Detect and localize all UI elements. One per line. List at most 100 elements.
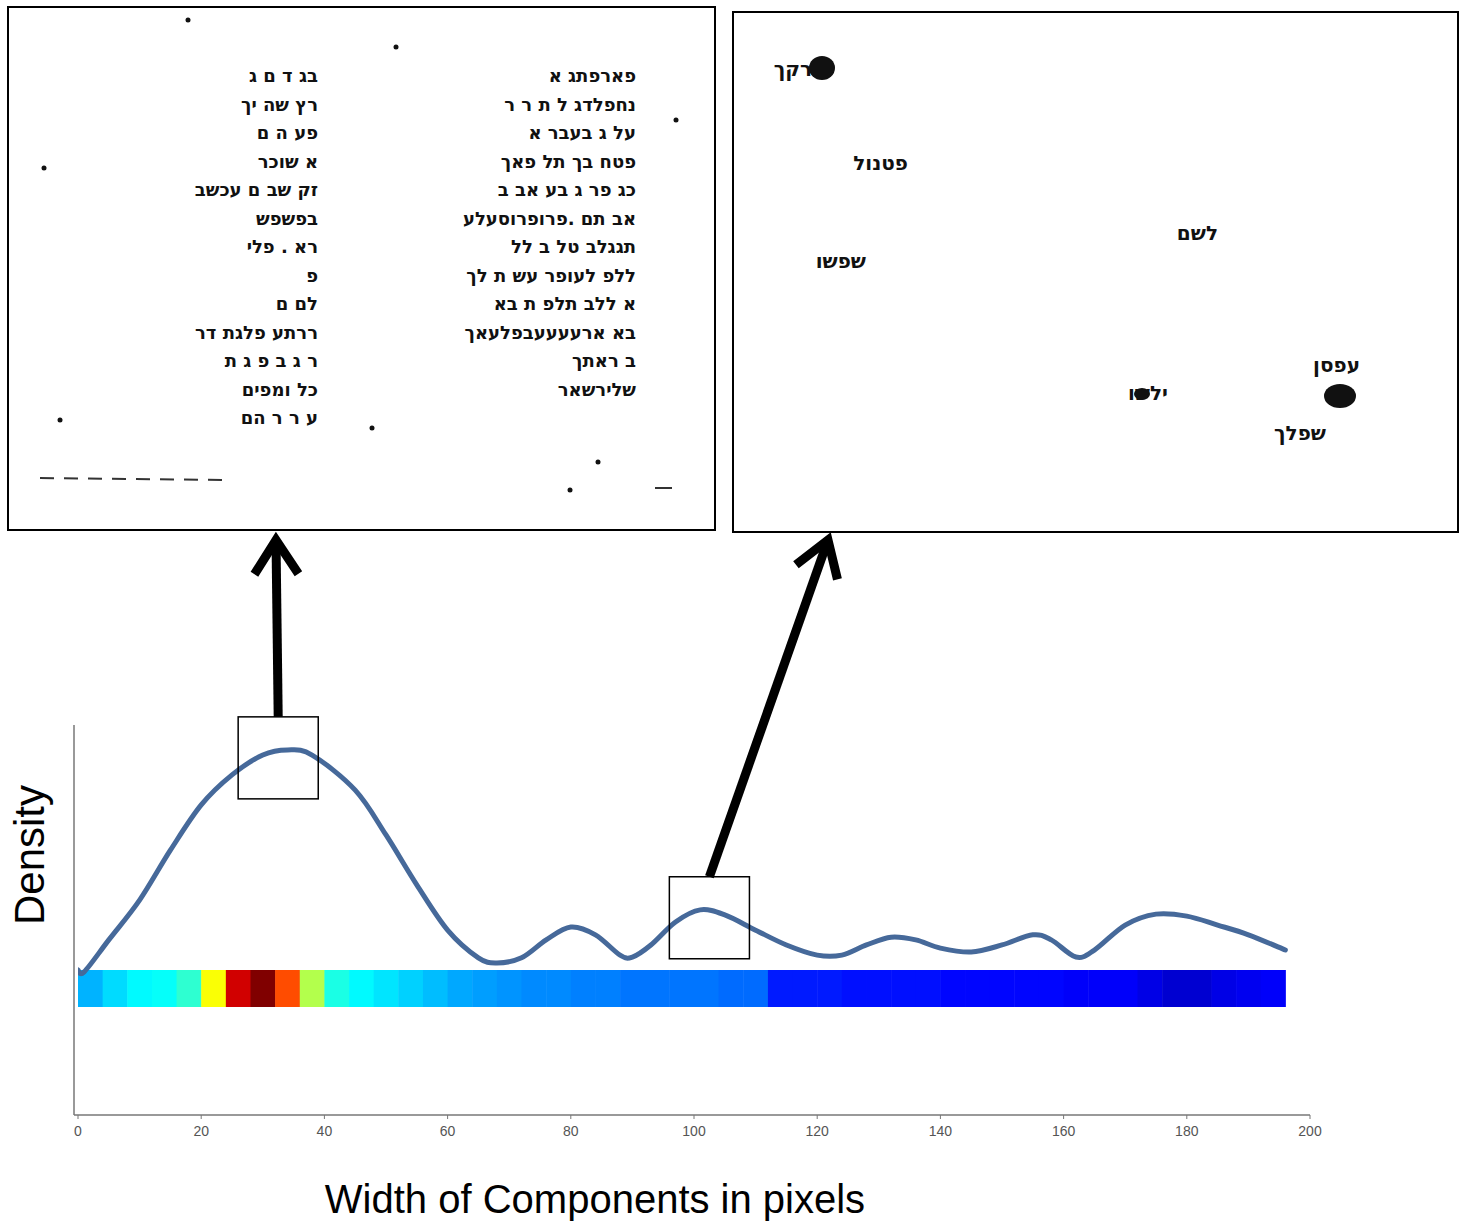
strip-cell bbox=[891, 970, 916, 1007]
strip-cell bbox=[152, 970, 177, 1007]
inset-text: פע ה ם bbox=[257, 122, 318, 143]
strip-cell bbox=[546, 970, 571, 1007]
strip-cell bbox=[743, 970, 768, 1007]
strip-cell bbox=[1113, 970, 1138, 1007]
speck bbox=[370, 426, 375, 431]
strip-cell bbox=[448, 970, 473, 1007]
x-tick-label: 180 bbox=[1175, 1123, 1199, 1139]
inset-text: לם ם bbox=[276, 293, 318, 314]
x-tick-label: 20 bbox=[193, 1123, 209, 1139]
strip-cell bbox=[1088, 970, 1113, 1007]
x-tick bbox=[1186, 1115, 1187, 1119]
x-tick bbox=[1063, 1115, 1064, 1119]
speck-line bbox=[655, 487, 672, 489]
inset-word: פטנול bbox=[853, 151, 908, 175]
x-tick bbox=[447, 1115, 448, 1119]
inset-text: פ bbox=[306, 265, 318, 286]
ink-blob bbox=[809, 56, 835, 80]
speck bbox=[394, 45, 399, 50]
x-tick-label: 0 bbox=[74, 1123, 82, 1139]
inset-text: ר ג ב פ ג ת bbox=[225, 350, 318, 371]
x-axis-title: Width of Components in pixels bbox=[325, 1177, 865, 1221]
x-tick-label: 100 bbox=[682, 1123, 706, 1139]
inset-text: רא . פלי bbox=[247, 236, 318, 257]
inset-panel bbox=[8, 7, 715, 530]
strip-cell bbox=[866, 970, 891, 1007]
strip-cell bbox=[916, 970, 941, 1007]
strip-cell bbox=[398, 970, 423, 1007]
strip-cell bbox=[497, 970, 522, 1007]
x-tick-label: 200 bbox=[1298, 1123, 1322, 1139]
strip-cell bbox=[1039, 970, 1064, 1007]
strip-cell bbox=[1261, 970, 1286, 1007]
plot-area bbox=[78, 750, 1286, 1007]
inset-text: כג פר ג בע אב ב bbox=[498, 179, 636, 200]
inset-text: זק שב ם עכשב bbox=[195, 179, 318, 200]
inset-word: רקך bbox=[774, 57, 812, 81]
strip-cell bbox=[571, 970, 596, 1007]
strip-cell bbox=[595, 970, 620, 1007]
strip-cell bbox=[522, 970, 547, 1007]
x-tick-label: 80 bbox=[563, 1123, 579, 1139]
strip-cell bbox=[1138, 970, 1163, 1007]
inset-text: א ללב תלפ ת בא bbox=[494, 293, 636, 314]
strip-cell bbox=[1064, 970, 1089, 1007]
x-tick bbox=[570, 1115, 571, 1119]
strip-cell bbox=[349, 970, 374, 1007]
inset-text: ללפ לעופר עש ת לך bbox=[466, 265, 636, 286]
inset-word: שפשו bbox=[816, 249, 866, 273]
speck bbox=[596, 460, 601, 465]
strip-cell bbox=[103, 970, 128, 1007]
x-tick bbox=[1310, 1115, 1311, 1119]
y-axis bbox=[73, 725, 75, 1115]
figure: 020406080100120140160180200Width of Comp… bbox=[0, 0, 1467, 1226]
x-tick bbox=[694, 1115, 695, 1119]
strip-cell bbox=[127, 970, 152, 1007]
x-tick bbox=[940, 1115, 941, 1119]
inset-word: שפלך bbox=[1274, 421, 1326, 445]
strip-cell bbox=[1162, 970, 1187, 1007]
inset-text: בג ד ם ג bbox=[249, 65, 318, 86]
ink-blob bbox=[1324, 384, 1356, 408]
density-curve bbox=[78, 750, 1285, 974]
inset-word: עפסן bbox=[1313, 353, 1360, 377]
inset-text: ע ר ר הם bbox=[241, 407, 318, 428]
strip-cell bbox=[645, 970, 670, 1007]
strip-cell bbox=[842, 970, 867, 1007]
x-tick bbox=[201, 1115, 202, 1119]
strip-cell bbox=[1187, 970, 1212, 1007]
inset-text: על ג בעבר א bbox=[528, 122, 636, 143]
arrow-shaft bbox=[709, 544, 826, 877]
inset-text: כל ומפים bbox=[242, 379, 318, 400]
strip-cell bbox=[965, 970, 990, 1007]
speck bbox=[186, 18, 191, 23]
inset-text: ב ראתך bbox=[572, 350, 636, 371]
x-tick-label: 120 bbox=[806, 1123, 830, 1139]
strip-cell bbox=[620, 970, 645, 1007]
strip-cell bbox=[300, 970, 325, 1007]
speck bbox=[674, 118, 679, 123]
inset-word: ילשו bbox=[1128, 381, 1168, 405]
strip-cell bbox=[250, 970, 275, 1007]
strip-cell bbox=[940, 970, 965, 1007]
x-tick bbox=[817, 1115, 818, 1119]
inset-text: א שוכר bbox=[258, 151, 318, 172]
inset-word: לשם bbox=[1177, 221, 1218, 245]
strip-cell bbox=[226, 970, 251, 1007]
arrow-head bbox=[796, 540, 838, 579]
strip-cell bbox=[793, 970, 818, 1007]
inset-text: תגגלב טל ב לל bbox=[511, 236, 636, 257]
inset-text: רץ שה יך bbox=[241, 94, 318, 115]
inset-text: פטח בך תל פאך bbox=[501, 151, 636, 172]
x-tick bbox=[78, 1115, 79, 1119]
strip-cell bbox=[324, 970, 349, 1007]
strip-cell bbox=[177, 970, 202, 1007]
inset-text: בפשפש bbox=[256, 208, 318, 229]
strip-cell bbox=[694, 970, 719, 1007]
x-axis bbox=[74, 1114, 1310, 1116]
strip-cell bbox=[201, 970, 226, 1007]
inset-text: פארפתג א bbox=[549, 65, 636, 86]
strip-cell bbox=[423, 970, 448, 1007]
x-tick bbox=[324, 1115, 325, 1119]
speck bbox=[58, 418, 63, 423]
